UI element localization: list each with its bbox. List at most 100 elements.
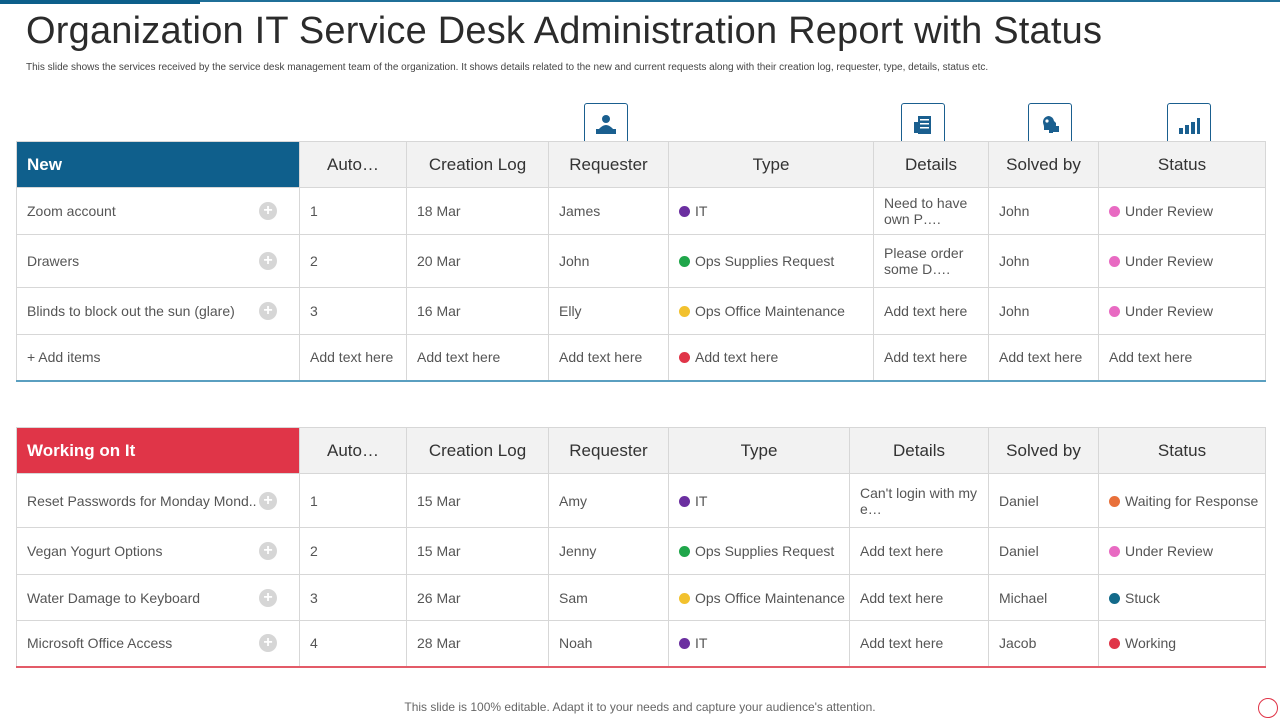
type-cell: IT	[668, 187, 874, 235]
type-cell: Ops Office Maintenance	[668, 287, 874, 335]
item-cell: Zoom account +	[16, 187, 300, 235]
solved-by-cell: Daniel	[988, 473, 1099, 528]
table-row[interactable]: Vegan Yogurt Options + 2 15 Mar Jenny Ops…	[16, 527, 1266, 575]
header-type: Type	[668, 427, 850, 474]
details-cell: Add text here	[849, 574, 989, 621]
group-label-working: Working on It	[16, 427, 300, 474]
status-dot-icon	[1109, 256, 1120, 267]
details-cell: Please order some D….	[873, 234, 989, 288]
new-requests-table: New Auto… Creation Log Requester Type De…	[16, 141, 1266, 382]
header-solved-by: Solved by	[988, 427, 1099, 474]
status-dot-icon	[1109, 638, 1120, 650]
header-status: Status	[1098, 427, 1266, 474]
status-label: Under Review	[1125, 543, 1213, 559]
type-dot-icon	[679, 495, 690, 507]
requester-cell: James	[548, 187, 669, 235]
details-cell: Add text here	[849, 527, 989, 575]
solved-by-cell: Michael	[988, 574, 1099, 621]
type-cell: IT	[668, 620, 850, 667]
status-label: Working	[1125, 635, 1177, 652]
type-cell: Ops Supplies Request	[668, 234, 874, 288]
add-subitem-icon[interactable]: +	[259, 634, 277, 653]
page-title: Organization IT Service Desk Administrat…	[26, 10, 1103, 52]
type-dot-icon	[679, 638, 690, 650]
status-dot-icon	[1109, 206, 1120, 217]
status-cell: Stuck	[1098, 574, 1266, 621]
status-label: Stuck	[1125, 589, 1161, 606]
creation-log-cell: 18 Mar	[406, 187, 549, 235]
add-subitem-icon[interactable]: +	[259, 588, 277, 607]
table-row[interactable]: Zoom account + 1 18 Mar James IT Need to …	[16, 187, 1266, 235]
creation-log-cell: Add text here	[406, 334, 549, 381]
type-dot-icon	[679, 306, 690, 317]
item-cell: Vegan Yogurt Options +	[16, 527, 300, 575]
type-label: Add text here	[695, 349, 779, 366]
creation-log-cell: 28 Mar	[406, 620, 549, 667]
details-cell: Need to have own P….	[873, 187, 989, 235]
add-items-button[interactable]: + Add items	[16, 334, 300, 381]
table-row[interactable]: Drawers + 2 20 Mar John Ops Supplies Requ…	[16, 234, 1266, 288]
details-cell: Can't login with my e…	[849, 473, 989, 528]
creation-log-cell: 15 Mar	[406, 527, 549, 575]
solved-by-cell: Jacob	[988, 620, 1099, 667]
status-label: Under Review	[1125, 303, 1213, 319]
type-dot-icon	[679, 592, 690, 604]
solved-by-cell: John	[988, 287, 1099, 335]
header-creation-log: Creation Log	[406, 141, 549, 188]
status-dot-icon	[1109, 546, 1120, 557]
header-details: Details	[849, 427, 989, 474]
type-dot-icon	[679, 256, 690, 267]
item-name: Reset Passwords for Monday Mond..	[27, 492, 257, 509]
type-cell: Add text here	[668, 334, 874, 381]
puzzle-head-icon	[1028, 103, 1072, 147]
table-row[interactable]: Reset Passwords for Monday Mond.. + 1 15 …	[16, 473, 1266, 528]
auto-cell: 1	[299, 187, 407, 235]
item-cell: Microsoft Office Access +	[16, 620, 300, 667]
type-label: Ops Office Maintenance	[695, 303, 845, 319]
auto-cell: 1	[299, 473, 407, 528]
add-items-row[interactable]: + Add items Add text here Add text here …	[16, 334, 1266, 381]
item-cell: Reset Passwords for Monday Mond.. +	[16, 473, 300, 528]
header-requester: Requester	[548, 427, 669, 474]
creation-log-cell: 20 Mar	[406, 234, 549, 288]
corner-circle-icon	[1258, 698, 1278, 718]
type-label: IT	[695, 635, 708, 652]
add-subitem-icon[interactable]: +	[259, 302, 277, 320]
auto-cell: 2	[299, 234, 407, 288]
auto-cell: 4	[299, 620, 407, 667]
header-requester: Requester	[548, 141, 669, 188]
creation-log-cell: 15 Mar	[406, 473, 549, 528]
footer-note: This slide is 100% editable. Adapt it to…	[404, 700, 876, 714]
table-row[interactable]: Water Damage to Keyboard + 3 26 Mar Sam O…	[16, 574, 1266, 621]
solved-by-cell: Daniel	[988, 527, 1099, 575]
item-name: Vegan Yogurt Options	[27, 543, 163, 559]
type-label: Ops Office Maintenance	[695, 589, 845, 606]
status-dot-icon	[1109, 495, 1120, 507]
type-cell: Ops Office Maintenance	[668, 574, 850, 621]
requester-cell: Sam	[548, 574, 669, 621]
header-solved-by: Solved by	[988, 141, 1099, 188]
add-subitem-icon[interactable]: +	[259, 542, 277, 560]
status-label: Under Review	[1125, 253, 1213, 269]
requester-cell: John	[548, 234, 669, 288]
table-row[interactable]: Blinds to block out the sun (glare) + 3 1…	[16, 287, 1266, 335]
header-status: Status	[1098, 141, 1266, 188]
solved-by-cell: John	[988, 234, 1099, 288]
table-header-row: New Auto… Creation Log Requester Type De…	[16, 141, 1266, 188]
item-cell: Blinds to block out the sun (glare) +	[16, 287, 300, 335]
table-row[interactable]: Microsoft Office Access + 4 28 Mar Noah I…	[16, 620, 1266, 667]
creation-log-cell: 16 Mar	[406, 287, 549, 335]
type-dot-icon	[679, 546, 690, 557]
requester-cell: Jenny	[548, 527, 669, 575]
add-subitem-icon[interactable]: +	[259, 491, 277, 510]
add-subitem-icon[interactable]: +	[259, 202, 277, 220]
requester-cell: Elly	[548, 287, 669, 335]
header-type: Type	[668, 141, 874, 188]
group-label-new: New	[16, 141, 300, 188]
solved-by-cell: Add text here	[988, 334, 1099, 381]
item-cell: Drawers +	[16, 234, 300, 288]
creation-log-cell: 26 Mar	[406, 574, 549, 621]
item-name: Microsoft Office Access	[27, 635, 173, 652]
details-cell: Add text here	[849, 620, 989, 667]
add-subitem-icon[interactable]: +	[259, 252, 277, 270]
